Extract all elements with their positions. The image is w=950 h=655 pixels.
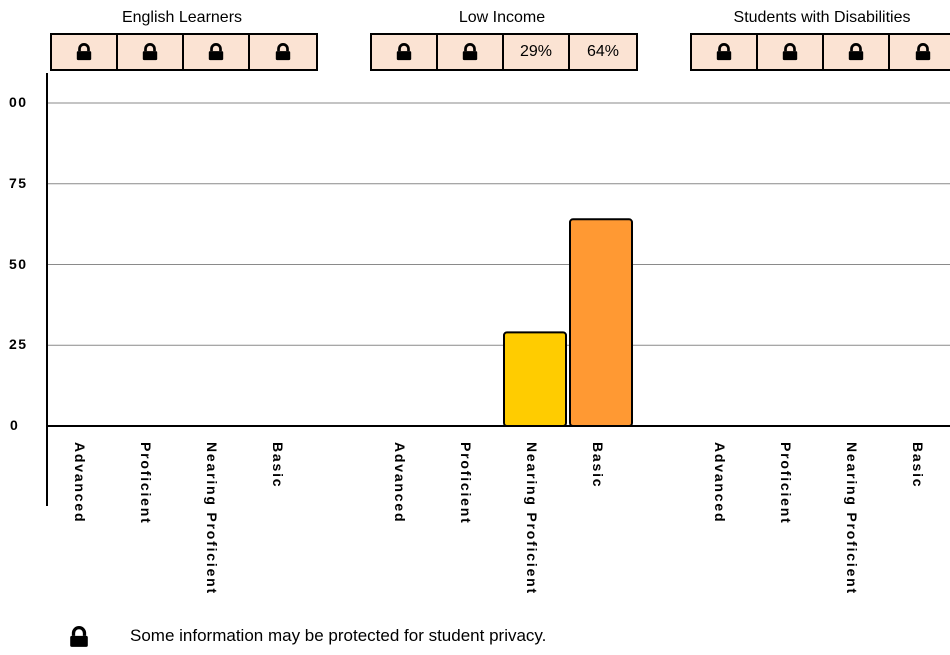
category-label: Proficient (458, 442, 474, 525)
lock-icon (70, 626, 88, 647)
y-tick-label: 50 (9, 255, 28, 272)
value-cell (824, 35, 890, 69)
category-label: Advanced (712, 442, 728, 524)
category-label: Proficient (778, 442, 794, 525)
y-tick-label: 00 (9, 94, 28, 110)
value-cell: 29% (504, 35, 570, 69)
lock-icon (76, 43, 92, 61)
y-tick-label: 25 (9, 336, 28, 353)
y-tick-label: 0 (10, 417, 20, 433)
category-label: Basic (590, 442, 606, 489)
value-cell (52, 35, 118, 69)
value-cell (372, 35, 438, 69)
privacy-note: Some information may be protected for st… (130, 626, 547, 645)
group-value-cells (50, 33, 318, 71)
lock-icon (396, 43, 412, 61)
category-label: Nearing Proficient (204, 442, 220, 595)
y-tick-label: 75 (9, 174, 28, 191)
category-label: Basic (270, 442, 286, 489)
value-cell (250, 35, 316, 69)
category-label: Nearing Proficient (524, 442, 540, 595)
lock-icon (848, 43, 864, 61)
group-title: Low Income (458, 9, 546, 26)
value-cell (890, 35, 950, 69)
lock-icon (915, 43, 931, 61)
category-label: Advanced (392, 442, 408, 524)
lock-icon (142, 43, 158, 61)
group-title: Students with Disabilities (733, 9, 911, 26)
lock-icon (716, 43, 732, 61)
bar (569, 218, 633, 427)
value-cell (692, 35, 758, 69)
lock-icon (782, 43, 798, 61)
value-cell (758, 35, 824, 69)
category-label: Proficient (138, 442, 154, 525)
bar (503, 331, 567, 427)
value-cell (184, 35, 250, 69)
value-cell (118, 35, 184, 69)
category-label: Basic (910, 442, 926, 489)
lock-icon (462, 43, 478, 61)
lock-icon (275, 43, 291, 61)
group-value-cells: 29% 64% (370, 33, 638, 71)
group-title: English Learners (121, 9, 243, 26)
value-cell: 64% (586, 43, 620, 60)
lock-icon (208, 43, 224, 61)
category-label: Advanced (72, 442, 88, 524)
category-label: Nearing Proficient (844, 442, 860, 595)
value-cell (438, 35, 504, 69)
group-value-cells (690, 33, 950, 71)
